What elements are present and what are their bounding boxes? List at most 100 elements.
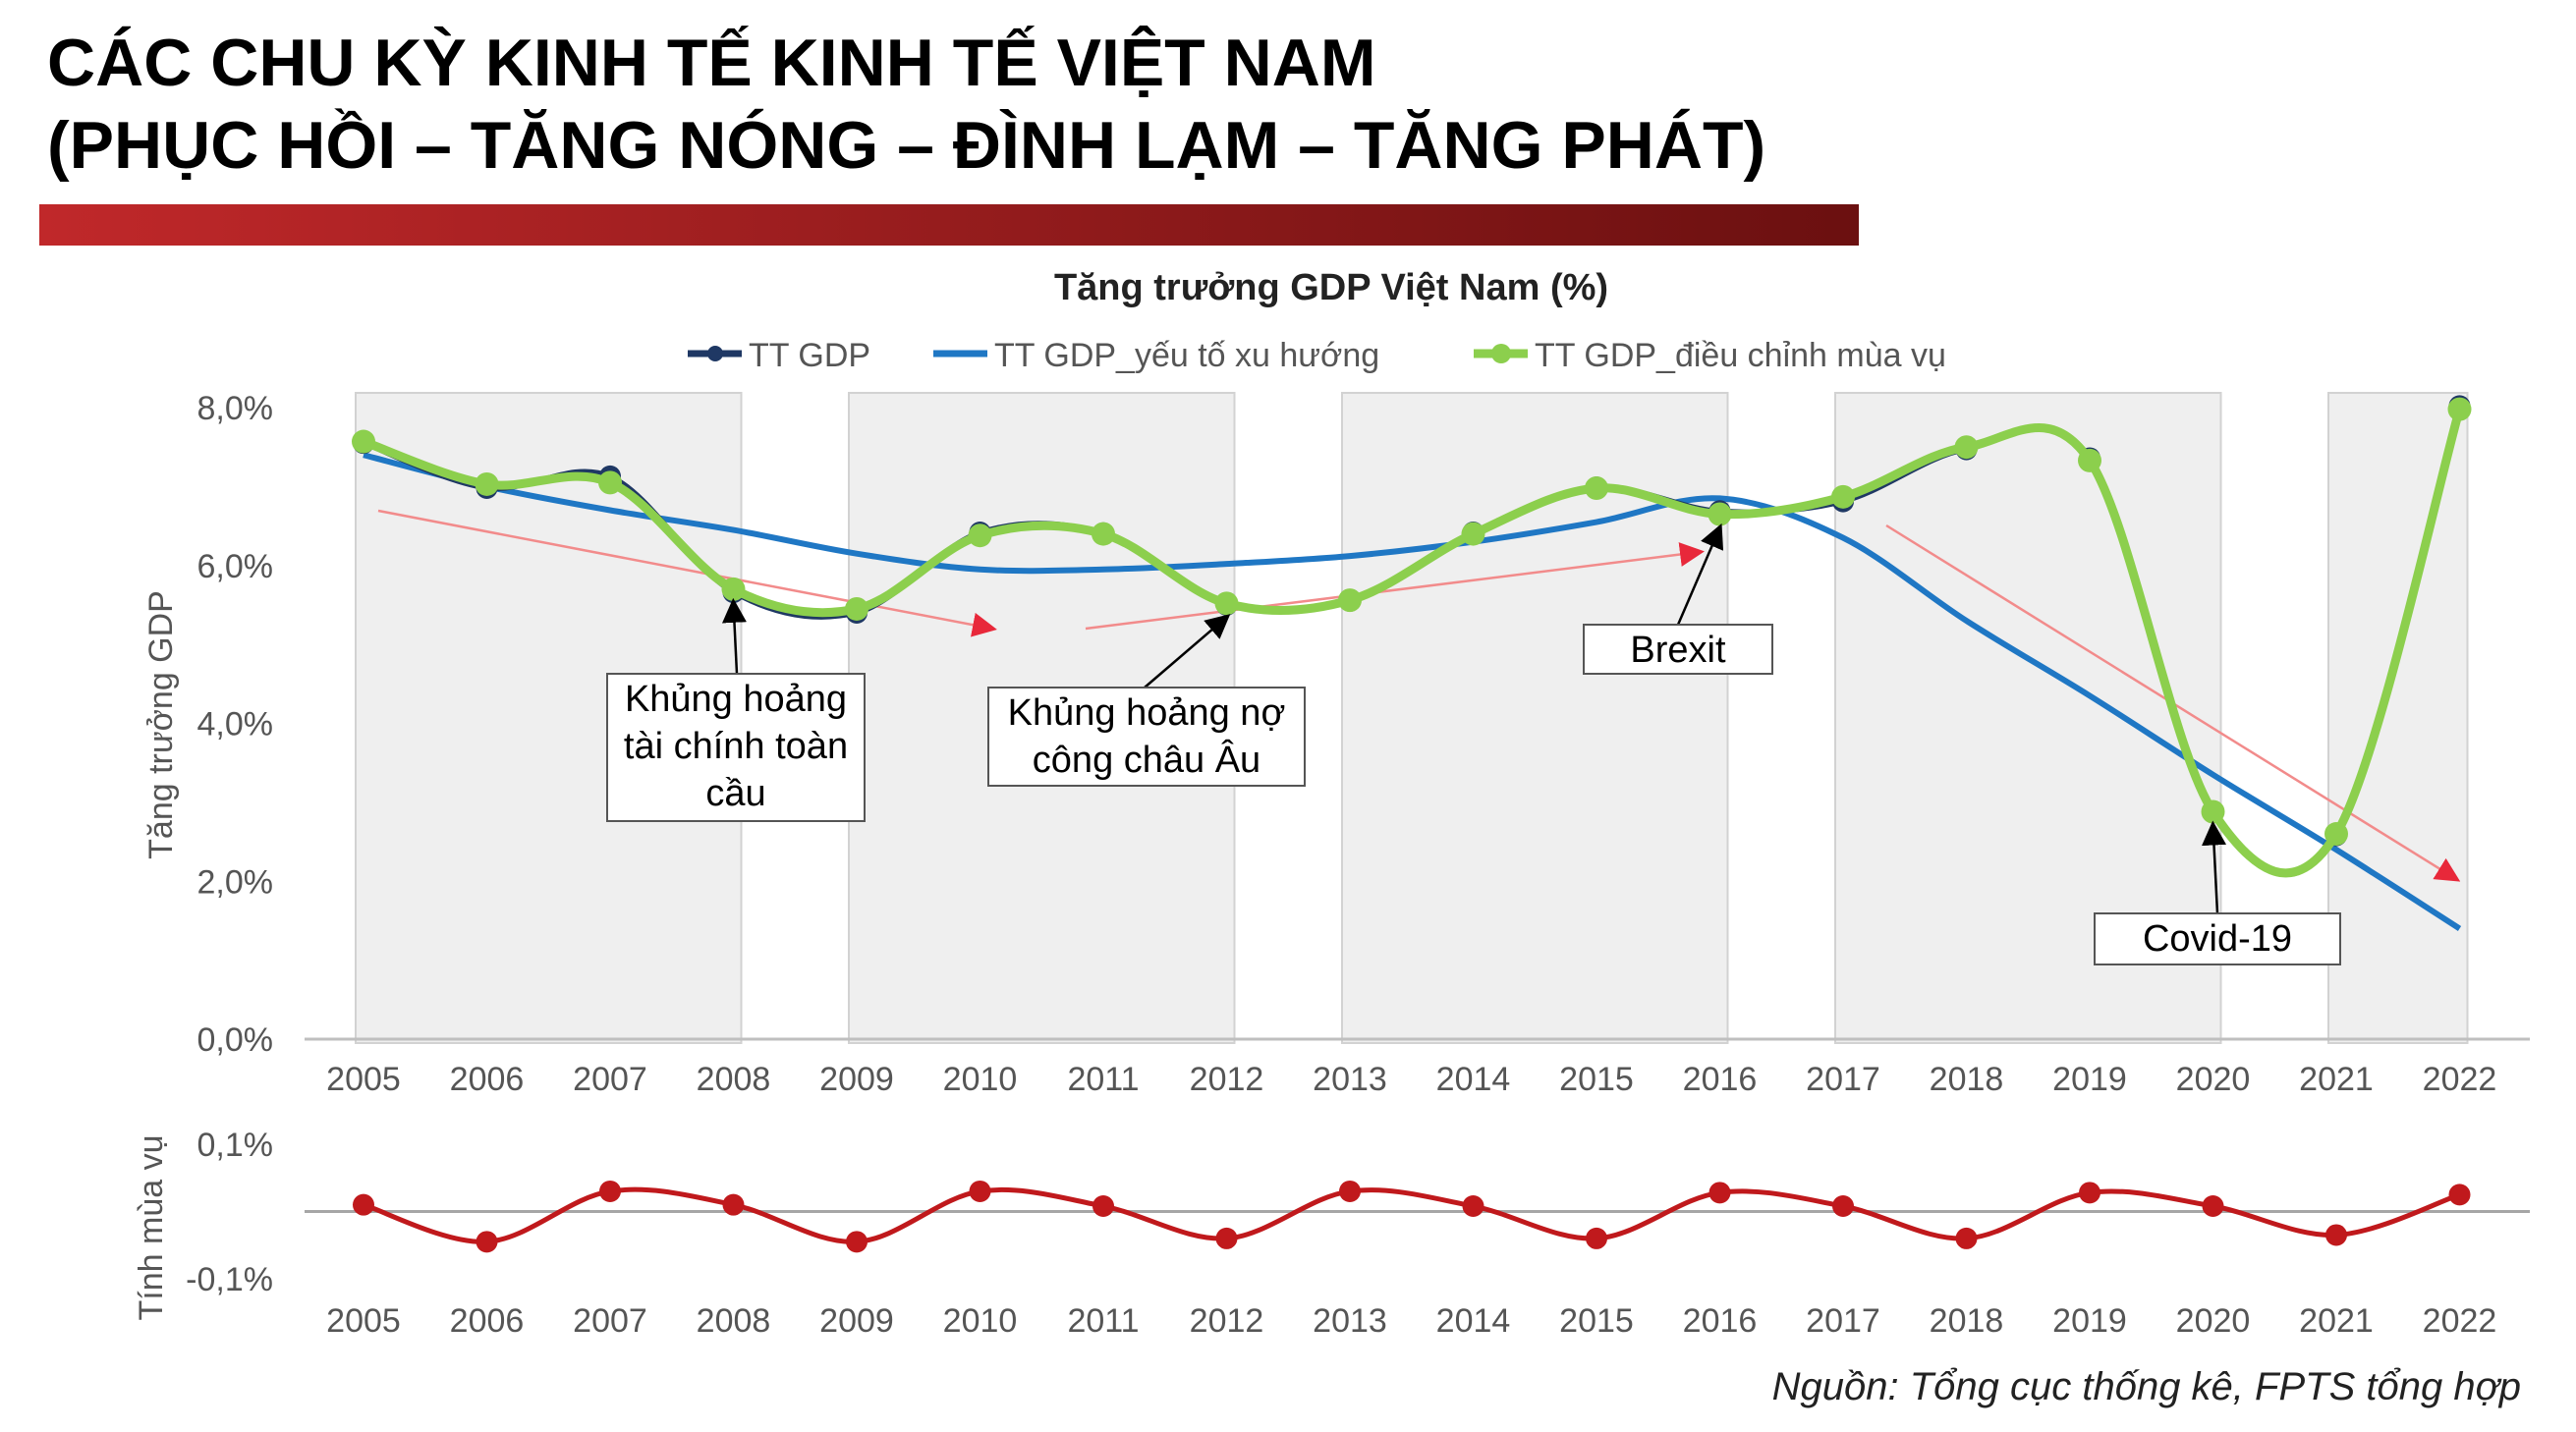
annotation-text-1: Khủng hoảng [625, 679, 847, 720]
seasonal-point-2022 [2448, 1184, 2471, 1206]
adjusted-point-2011 [1092, 522, 1115, 546]
legend-marker-3 [1491, 344, 1511, 363]
seasonal-x-tick-label: 2014 [1436, 1302, 1511, 1340]
seasonal-point-2008 [722, 1193, 745, 1216]
adjusted-point-2020 [2201, 799, 2225, 824]
y-axis-label: Tăng trưởng GDP [142, 590, 180, 859]
x-tick-label: 2005 [326, 1061, 401, 1098]
x-tick-label: 2010 [943, 1061, 1018, 1098]
title-line-1: CÁC CHU KỲ KINH TẾ KINH TẾ VIỆT NAM [47, 26, 1376, 100]
annotation-box-1 [606, 673, 866, 822]
x-tick-label: 2020 [2176, 1061, 2251, 1098]
seasonal-point-2005 [353, 1193, 374, 1216]
seasonal-x-tick-label: 2012 [1190, 1302, 1264, 1340]
adjusted-point-2010 [968, 523, 992, 548]
title-underline-band [39, 204, 1859, 246]
seasonal-x-tick-label: 2009 [819, 1302, 894, 1340]
seasonal-x-tick-label: 2013 [1313, 1302, 1387, 1340]
x-tick-label: 2007 [573, 1061, 647, 1098]
adjusted-point-2012 [1214, 591, 1239, 616]
seasonal-x-tick-label: 2019 [2052, 1302, 2127, 1340]
annotation-box-2 [987, 687, 1306, 787]
x-tick-label: 2009 [819, 1061, 894, 1098]
seasonal-x-tick-label: 2005 [326, 1302, 401, 1340]
seasonal-y-axis-label: Tính mùa vụ [133, 1135, 170, 1321]
x-tick-label: 2013 [1313, 1061, 1387, 1098]
annotation-text-4: Covid-19 [2143, 918, 2292, 960]
seasonal-point-2006 [476, 1231, 498, 1253]
adjusted-point-2015 [1585, 475, 1608, 500]
seasonal-point-2013 [1339, 1180, 1361, 1202]
annotation-text-3: Brexit [1630, 630, 1726, 671]
y-tick-label: 4,0% [197, 706, 274, 744]
seasonal-x-tick-label: 2022 [2423, 1302, 2497, 1340]
seasonal-point-2009 [846, 1231, 868, 1253]
x-tick-label: 2008 [697, 1061, 771, 1098]
seasonal-point-2015 [1586, 1227, 1607, 1249]
series-trend-line [363, 452, 2462, 932]
annotation-text-1: cầu [705, 773, 765, 814]
y-tick-label: 6,0% [197, 548, 274, 585]
adjusted-point-2018 [1954, 435, 1979, 460]
seasonal-x-tick-label: 2021 [2299, 1302, 2374, 1340]
annotation-arrow-3 [1676, 523, 1724, 626]
x-tick-label: 2006 [450, 1061, 525, 1098]
seasonal-point-2020 [2202, 1195, 2224, 1218]
seasonal-x-tick-label: 2016 [1683, 1302, 1758, 1340]
seasonal-point-2018 [1955, 1227, 1978, 1249]
seasonal-point-2019 [2079, 1182, 2100, 1204]
x-tick-label: 2018 [1930, 1061, 2004, 1098]
annotation-arrow-4 [2202, 820, 2226, 914]
adjusted-point-2009 [845, 596, 868, 621]
annotation-text-1: tài chính toàn [624, 726, 848, 767]
annotation-text-2: Khủng hoảng nợ [1008, 692, 1286, 734]
shaded-period-3 [1341, 392, 1729, 1044]
chart-title: Tăng trưởng GDP Việt Nam (%) [1054, 267, 1608, 308]
page-title: CÁC CHU KỲ KINH TẾ KINH TẾ VIỆT NAM (PHỤ… [47, 22, 1765, 187]
y-tick-label: 8,0% [197, 390, 274, 427]
seasonal-x-tick-label: 2008 [697, 1302, 771, 1340]
x-tick-label: 2019 [2052, 1061, 2127, 1098]
adjusted-point-2021 [2324, 822, 2348, 847]
seasonal-point-2014 [1462, 1195, 1484, 1218]
seasonal-x-tick-label: 2011 [1067, 1302, 1139, 1340]
annotation-text-2: công châu Âu [1033, 739, 1260, 781]
seasonal-point-2016 [1708, 1182, 1731, 1204]
adjusted-point-2014 [1461, 522, 1485, 546]
x-tick-label: 2014 [1436, 1061, 1511, 1098]
trend-arrow-1 [377, 509, 997, 637]
x-tick-label: 2012 [1190, 1061, 1264, 1098]
annotation-arrow-1 [721, 597, 747, 675]
source-note: Nguồn: Tổng cục thống kê, FPTS tổng hợp [1771, 1365, 2521, 1408]
seasonal-point-2012 [1215, 1227, 1238, 1249]
adjusted-point-2016 [1708, 502, 1732, 526]
legend-marker-1 [707, 346, 723, 361]
y-tick-label: 2,0% [197, 863, 274, 901]
adjusted-point-2007 [598, 470, 622, 495]
seasonal-y-tick-label: -0,1% [186, 1261, 273, 1298]
adjusted-point-2008 [721, 577, 746, 601]
seasonal-x-tick-label: 2007 [573, 1302, 647, 1340]
adjusted-point-2022 [2447, 397, 2472, 421]
seasonal-point-2021 [2325, 1224, 2347, 1246]
x-tick-label: 2017 [1806, 1061, 1880, 1098]
seasonal-point-2010 [969, 1180, 991, 1202]
seasonal-x-tick-label: 2015 [1559, 1302, 1634, 1340]
seasonal-line [363, 1186, 2461, 1244]
x-tick-label: 2016 [1683, 1061, 1758, 1098]
legend-label-3: TT GDP_điều chỉnh mùa vụ [1535, 337, 1946, 374]
seasonal-x-tick-label: 2020 [2176, 1302, 2251, 1340]
x-tick-label: 2021 [2299, 1061, 2374, 1098]
shaded-period-5 [2327, 392, 2469, 1044]
seasonal-point-2017 [1832, 1195, 1854, 1218]
title-line-2: (PHỤC HỒI – TĂNG NÓNG – ĐÌNH LẠM – TĂNG … [47, 108, 1766, 183]
seasonal-x-tick-label: 2006 [450, 1302, 525, 1340]
annotation-box-4 [2094, 912, 2341, 965]
adjusted-point-2013 [1338, 588, 1362, 613]
seasonal-x-tick-label: 2017 [1806, 1302, 1880, 1340]
x-tick-label: 2011 [1067, 1061, 1139, 1098]
trend-arrow-2 [1085, 542, 1705, 631]
adjusted-point-2019 [2078, 448, 2101, 472]
seasonal-y-tick-label: 0,1% [197, 1127, 274, 1164]
